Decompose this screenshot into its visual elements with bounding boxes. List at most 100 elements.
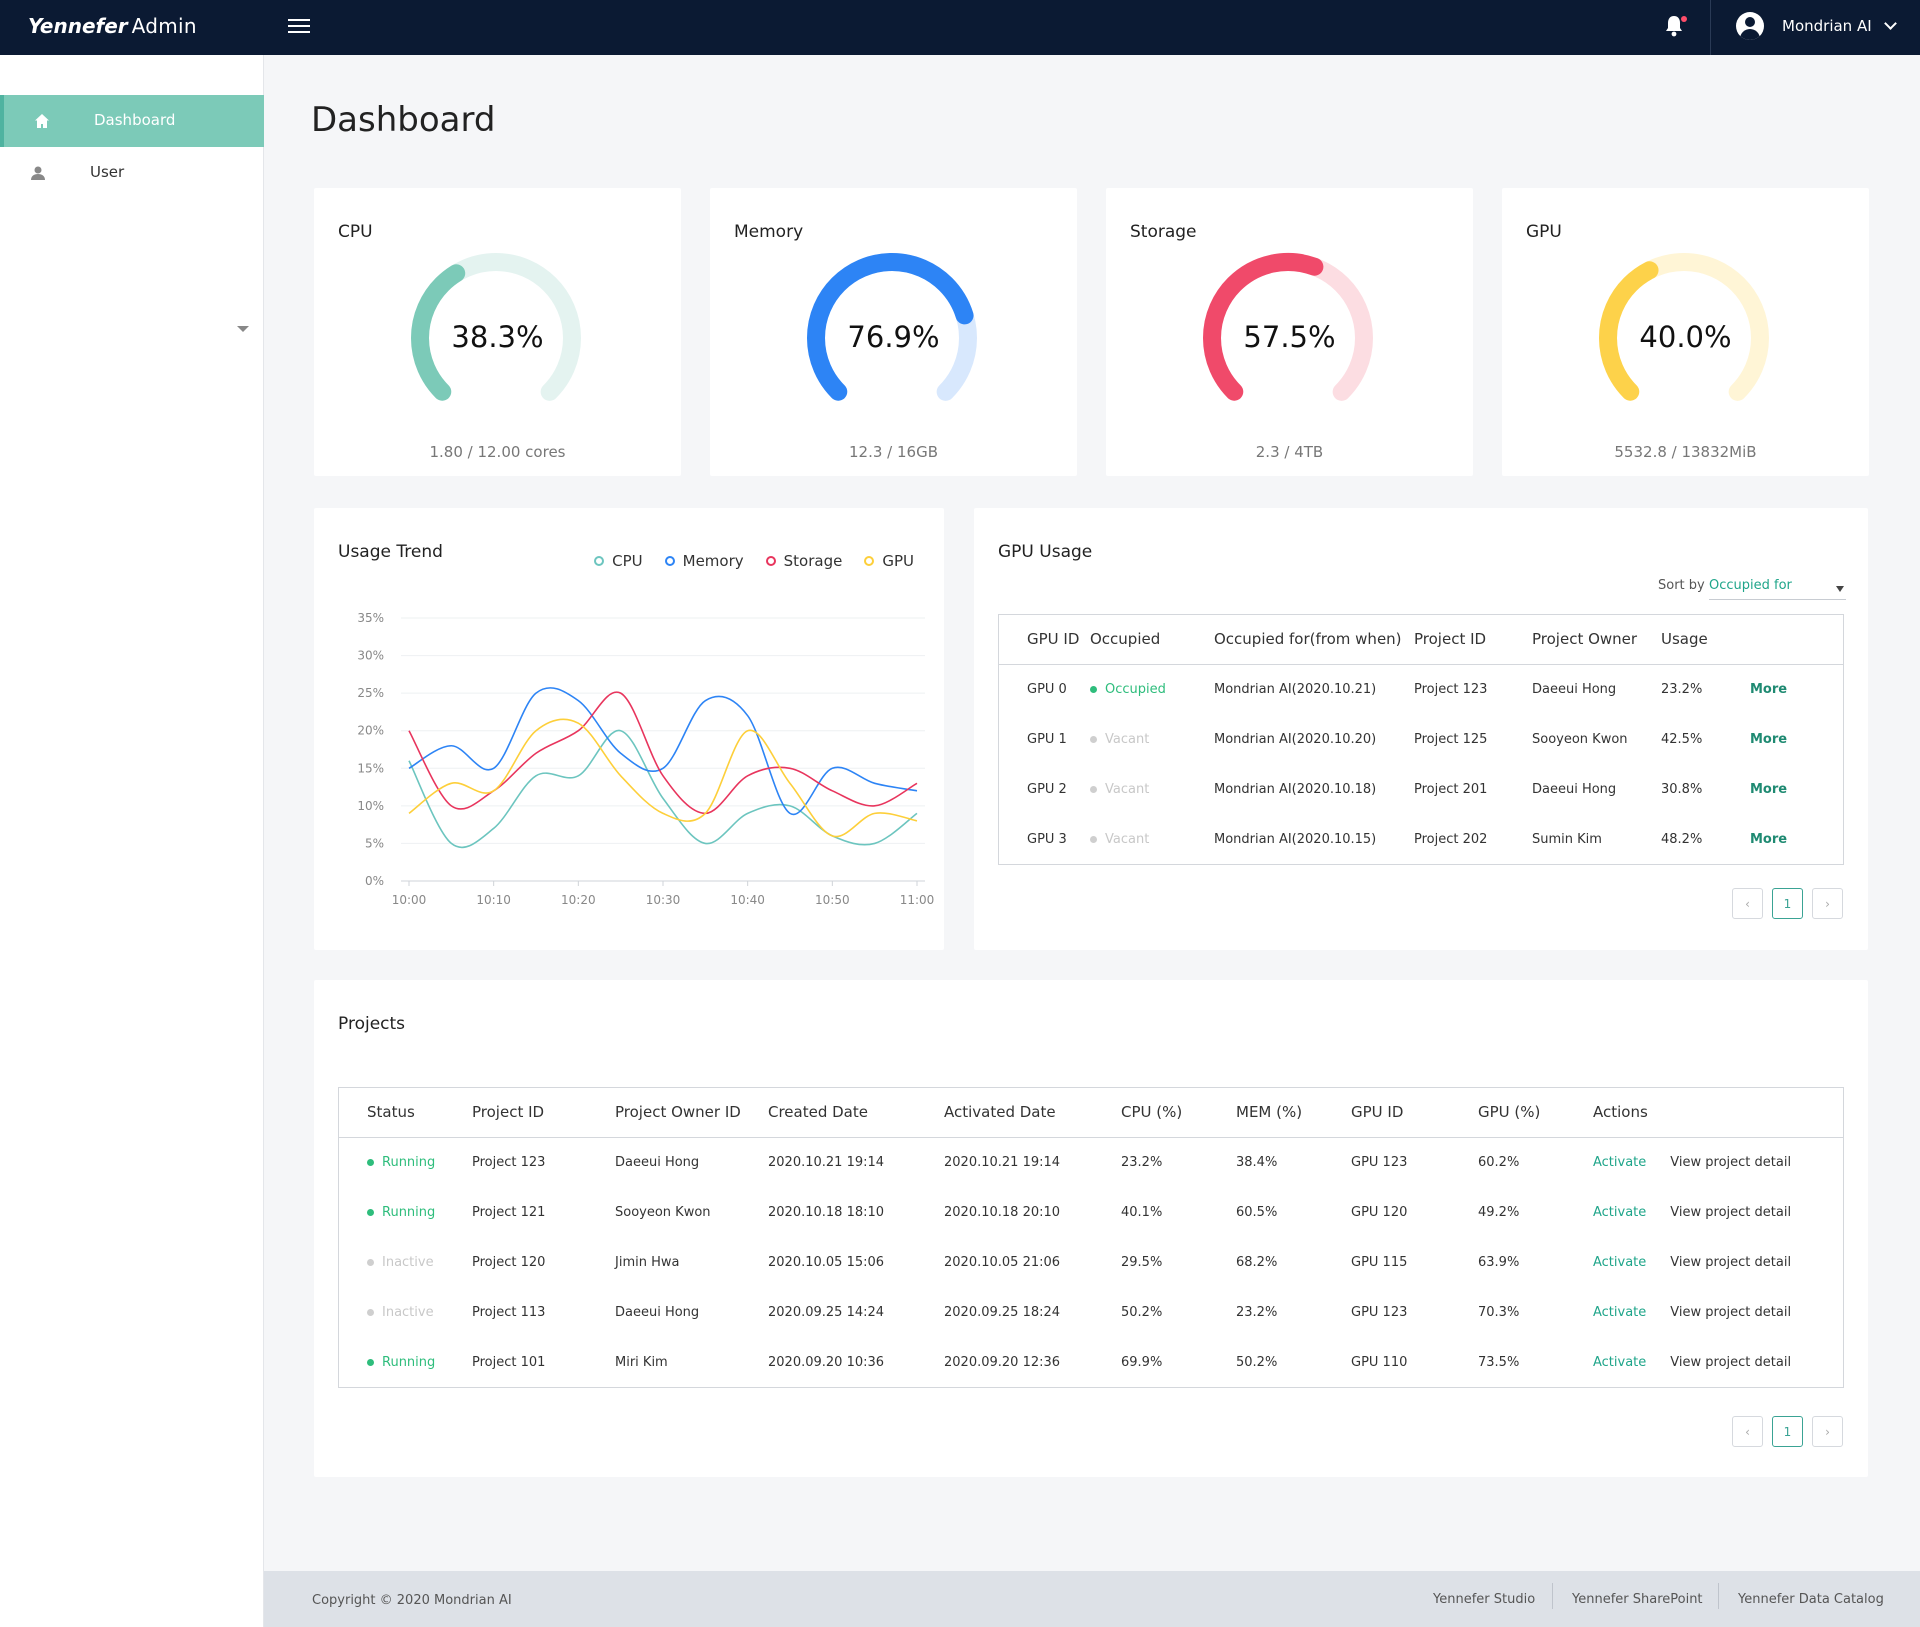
usage: 42.5% <box>1661 731 1703 747</box>
gpu-percent: 70.3% <box>1478 1304 1520 1320</box>
usage: 48.2% <box>1661 831 1703 847</box>
project-owner: Sooyeon Kwon <box>1532 731 1628 747</box>
gauge-capacity: 5532.8 / 13832MiB <box>1614 443 1757 461</box>
project-id: Project 120 <box>472 1254 546 1270</box>
status-cell: Running <box>339 1187 472 1237</box>
gauge-capacity: 1.80 / 12.00 cores <box>429 443 566 461</box>
status-cell: Running <box>339 1137 472 1187</box>
column-header: Project Owner <box>1532 615 1661 665</box>
prev-page-button[interactable]: ‹ <box>1732 1416 1763 1447</box>
column-header: Project ID <box>472 1088 615 1138</box>
usage-trend-card: Usage Trend CPU Memory Storage GPU 0% 5% 1… <box>314 508 944 950</box>
column-header: CPU (%) <box>1121 1088 1236 1138</box>
cpu-percent: 29.5% <box>1121 1254 1163 1270</box>
y-tick-label: 30% <box>357 649 384 663</box>
x-tick-label: 10:10 <box>476 893 511 907</box>
status-label: Inactive <box>382 1304 434 1320</box>
legend-item-gpu[interactable]: GPU <box>864 552 914 570</box>
project-id: Project 121 <box>472 1204 546 1220</box>
gpu-id: GPU 1 <box>1027 731 1067 747</box>
page-title: Dashboard <box>311 100 496 140</box>
project-id: Project 123 <box>1414 681 1488 697</box>
more-link[interactable]: More <box>1750 731 1788 747</box>
table-header-row: Status Project ID Project Owner ID Created … <box>339 1088 1843 1138</box>
project-id: Project 125 <box>1414 731 1488 747</box>
status-label: Running <box>382 1354 436 1370</box>
more-link[interactable]: More <box>1750 831 1788 847</box>
mem-percent: 50.2% <box>1236 1354 1278 1370</box>
notification-bell-icon[interactable] <box>1663 14 1687 40</box>
usage-trend-chart: 0% 5% 10% 15% 20% 25% 30% 35% 10:00 10:10 10:20 10:… <box>357 611 934 907</box>
y-tick-label: 35% <box>357 611 384 625</box>
column-header: Actions <box>1593 1088 1843 1138</box>
user-name: Mondrian AI <box>1782 17 1872 35</box>
footer-link-data-catalog[interactable]: Yennefer Data Catalog <box>1738 1592 1884 1607</box>
prev-page-button[interactable]: ‹ <box>1732 888 1763 919</box>
caret-down-icon[interactable] <box>237 326 249 332</box>
activate-link[interactable]: Activate <box>1593 1154 1647 1170</box>
status-dot <box>367 1158 374 1166</box>
project-owner: Daeeui Hong <box>1532 781 1617 797</box>
top-bar: Yennefer Admin Mondrian AI <box>0 0 1920 55</box>
mem-percent: 68.2% <box>1236 1254 1278 1270</box>
status-badge: Vacant <box>1090 782 1149 797</box>
sidebar-item-user[interactable]: User <box>0 147 264 199</box>
view-project-detail-link[interactable]: View project detail <box>1670 1154 1792 1170</box>
usage-trend-title: Usage Trend <box>338 542 443 562</box>
more-link[interactable]: More <box>1750 781 1788 797</box>
more-cell: More <box>1750 814 1843 864</box>
column-header: Activated Date <box>944 1088 1121 1138</box>
sort-by-select[interactable]: Occupied for <box>1709 570 1846 600</box>
gauge-card-gpu: GPU 40.0% 5532.8 / 13832MiB <box>1502 188 1869 476</box>
next-page-button[interactable]: › <box>1812 1416 1843 1447</box>
project-owner-id: Sooyeon Kwon <box>615 1204 711 1220</box>
view-project-detail-link[interactable]: View project detail <box>1670 1204 1792 1220</box>
column-header: Occupied <box>1090 615 1214 665</box>
gauge-fill <box>1599 253 1769 423</box>
status-dot <box>1090 835 1097 843</box>
occupied-cell: Vacant <box>1090 714 1214 764</box>
menu-toggle-icon[interactable] <box>288 19 310 35</box>
gauge-card-memory: Memory 76.9% 12.3 / 16GB <box>710 188 1077 476</box>
occupied-since: Mondrian AI(2020.10.15) <box>1214 831 1377 847</box>
status-cell: Inactive <box>339 1237 472 1287</box>
brand-logo[interactable]: Yennefer Admin <box>28 14 197 38</box>
page-1-button[interactable]: 1 <box>1772 888 1803 919</box>
legend-item-cpu[interactable]: CPU <box>594 552 643 570</box>
gauge-card-storage: Storage 57.5% 2.3 / 4TB <box>1106 188 1473 476</box>
project-owner: Sumin Kim <box>1532 831 1602 847</box>
footer-divider <box>1552 1583 1553 1609</box>
page-1-button[interactable]: 1 <box>1772 1416 1803 1447</box>
gauge-capacity: 12.3 / 16GB <box>849 443 938 461</box>
x-tick-label: 10:20 <box>561 893 596 907</box>
activate-link[interactable]: Activate <box>1593 1354 1647 1370</box>
caret-down-icon <box>1836 586 1844 592</box>
projects-card: Projects <box>314 980 1868 1477</box>
activate-link[interactable]: Activate <box>1593 1254 1647 1270</box>
activated-date: 2020.10.05 21:06 <box>944 1254 1061 1270</box>
project-id: Project 201 <box>1414 781 1488 797</box>
activate-link[interactable]: Activate <box>1593 1204 1647 1220</box>
view-project-detail-link[interactable]: View project detail <box>1670 1354 1792 1370</box>
status-dot <box>367 1358 374 1366</box>
status-badge: Running <box>367 1155 435 1170</box>
footer-link-studio[interactable]: Yennefer Studio <box>1433 1592 1536 1607</box>
legend-item-storage[interactable]: Storage <box>765 552 842 570</box>
activated-date: 2020.09.25 18:24 <box>944 1304 1061 1320</box>
sidebar-item-dashboard[interactable]: Dashboard <box>0 95 264 147</box>
more-link[interactable]: More <box>1750 681 1788 697</box>
view-project-detail-link[interactable]: View project detail <box>1670 1304 1792 1320</box>
mem-percent: 60.5% <box>1236 1204 1278 1220</box>
user-menu[interactable]: Mondrian AI <box>1736 12 1897 40</box>
table-row: GPU 2 Vacant Mondrian AI(2020.10.18) Projec… <box>999 764 1843 814</box>
table-row: GPU 3 Vacant Mondrian AI(2020.10.15) Projec… <box>999 814 1843 864</box>
x-tick-label: 10:50 <box>815 893 850 907</box>
activate-link[interactable]: Activate <box>1593 1304 1647 1320</box>
legend-label: CPU <box>612 552 643 570</box>
next-page-button[interactable]: › <box>1812 888 1843 919</box>
legend-item-memory[interactable]: Memory <box>664 552 744 570</box>
table-row: Running Project 101 Miri Kim 2020.09.20 10:… <box>339 1337 1843 1387</box>
y-tick-label: 25% <box>357 686 384 700</box>
footer-link-sharepoint[interactable]: Yennefer SharePoint <box>1572 1592 1703 1607</box>
view-project-detail-link[interactable]: View project detail <box>1670 1254 1792 1270</box>
